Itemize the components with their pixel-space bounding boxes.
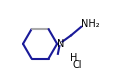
- Text: N: N: [56, 39, 64, 49]
- Text: NH₂: NH₂: [81, 19, 100, 29]
- Text: Cl: Cl: [72, 60, 82, 70]
- Text: H: H: [70, 53, 77, 63]
